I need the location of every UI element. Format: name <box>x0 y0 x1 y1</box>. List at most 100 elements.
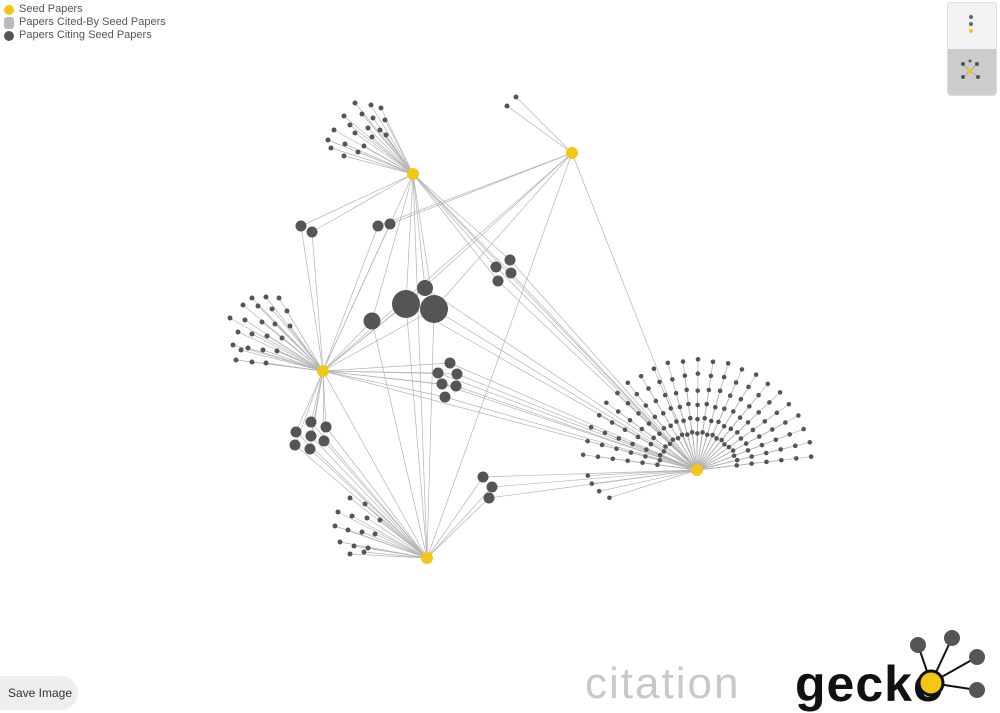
citing-paper-node[interactable] <box>727 393 733 398</box>
citing-paper-node[interactable] <box>704 432 710 438</box>
citing-paper-node[interactable] <box>750 427 756 433</box>
citing-paper-node[interactable] <box>589 481 595 486</box>
citing-paper-node[interactable] <box>706 387 712 393</box>
citing-paper-node[interactable] <box>295 220 307 232</box>
citing-paper-node[interactable] <box>352 100 358 106</box>
citing-paper-node[interactable] <box>580 452 586 458</box>
citing-paper-node[interactable] <box>432 367 444 379</box>
citing-paper-node[interactable] <box>351 543 357 549</box>
citing-paper-node[interactable] <box>708 373 714 379</box>
citing-paper-node[interactable] <box>451 368 463 380</box>
citing-paper-node[interactable] <box>331 127 337 133</box>
citing-paper-node[interactable] <box>615 409 621 414</box>
citing-paper-node[interactable] <box>648 441 654 447</box>
citing-paper-node[interactable] <box>349 513 355 519</box>
citing-paper-node[interactable] <box>341 153 347 159</box>
citing-paper-node[interactable] <box>767 400 772 405</box>
citing-paper-node[interactable] <box>377 127 383 133</box>
citing-paper-node[interactable] <box>320 421 332 433</box>
citing-paper-node[interactable] <box>738 436 744 441</box>
citing-paper-node[interactable] <box>675 435 681 441</box>
citing-paper-node[interactable] <box>372 531 378 537</box>
citing-paper-node[interactable] <box>272 321 278 327</box>
citing-paper-node[interactable] <box>635 434 641 440</box>
citing-paper-node[interactable] <box>490 261 502 273</box>
citing-paper-node[interactable] <box>734 430 740 435</box>
citing-paper-node[interactable] <box>753 372 759 377</box>
citing-paper-node[interactable] <box>609 420 615 425</box>
citing-paper-node[interactable] <box>639 426 645 432</box>
citing-paper-node[interactable] <box>417 280 433 296</box>
citing-paper-node[interactable] <box>505 267 517 279</box>
citing-paper-node[interactable] <box>674 419 679 424</box>
citing-paper-node[interactable] <box>233 357 239 363</box>
citing-paper-node[interactable] <box>361 549 367 555</box>
citing-paper-node[interactable] <box>686 401 691 407</box>
citing-paper-node[interactable] <box>651 435 656 441</box>
citing-paper-node[interactable] <box>227 315 233 321</box>
citing-paper-node[interactable] <box>738 396 744 402</box>
citing-paper-node[interactable] <box>764 459 769 465</box>
seed-paper-node[interactable] <box>566 147 578 159</box>
citing-paper-node[interactable] <box>646 421 652 426</box>
citing-paper-node[interactable] <box>625 458 630 464</box>
citing-paper-node[interactable] <box>235 329 241 335</box>
citing-paper-node[interactable] <box>730 448 736 453</box>
citing-paper-node[interactable] <box>685 432 690 437</box>
citing-paper-node[interactable] <box>368 102 374 108</box>
citing-paper-node[interactable] <box>673 390 679 396</box>
citing-paper-node[interactable] <box>646 386 651 391</box>
citing-paper-node[interactable] <box>230 342 236 348</box>
citing-paper-node[interactable] <box>363 312 381 330</box>
citing-paper-node[interactable] <box>439 391 451 403</box>
citing-paper-node[interactable] <box>652 414 658 420</box>
citing-paper-node[interactable] <box>657 452 663 458</box>
citing-paper-node[interactable] <box>713 404 718 410</box>
citing-paper-node[interactable] <box>504 103 510 109</box>
citing-paper-node[interactable] <box>708 418 714 424</box>
citing-paper-node[interactable] <box>332 523 338 529</box>
citing-paper-node[interactable] <box>663 444 668 449</box>
citing-paper-node[interactable] <box>372 220 384 232</box>
citing-paper-node[interactable] <box>625 400 631 406</box>
citing-paper-node[interactable] <box>595 454 601 460</box>
citing-paper-node[interactable] <box>743 441 749 446</box>
citing-paper-node[interactable] <box>588 425 594 430</box>
citing-paper-node[interactable] <box>717 388 723 394</box>
citing-paper-node[interactable] <box>382 117 388 123</box>
citing-paper-node[interactable] <box>653 398 659 404</box>
citing-paper-node[interactable] <box>695 416 700 422</box>
citing-paper-node[interactable] <box>369 134 375 140</box>
citing-paper-node[interactable] <box>347 495 353 501</box>
citing-paper-node[interactable] <box>719 437 724 443</box>
citing-paper-node[interactable] <box>634 391 640 397</box>
citing-paper-node[interactable] <box>668 406 674 411</box>
citing-paper-node[interactable] <box>342 141 348 147</box>
citing-paper-node[interactable] <box>734 463 740 468</box>
citing-paper-node[interactable] <box>444 357 456 369</box>
citing-paper-node[interactable] <box>716 419 721 425</box>
citing-paper-node[interactable] <box>643 403 649 408</box>
citing-paper-node[interactable] <box>739 367 745 372</box>
citing-paper-node[interactable] <box>585 473 591 478</box>
citing-paper-node[interactable] <box>787 432 793 437</box>
citing-paper-node[interactable] <box>737 415 743 420</box>
citing-paper-node[interactable] <box>763 450 769 456</box>
citing-paper-node[interactable] <box>733 380 739 385</box>
citing-paper-node[interactable] <box>660 411 666 416</box>
citing-paper-node[interactable] <box>347 122 353 128</box>
citing-paper-node[interactable] <box>793 456 799 461</box>
citing-paper-node[interactable] <box>477 471 489 483</box>
citing-paper-node[interactable] <box>345 527 351 533</box>
citing-paper-node[interactable] <box>695 431 700 436</box>
citing-paper-node[interactable] <box>585 438 590 444</box>
citing-paper-node[interactable] <box>725 361 731 366</box>
citing-paper-node[interactable] <box>774 410 780 416</box>
citing-paper-node[interactable] <box>361 143 367 149</box>
citing-paper-node[interactable] <box>636 411 641 416</box>
citing-paper-node[interactable] <box>756 434 762 439</box>
citing-paper-node[interactable] <box>249 359 255 365</box>
citing-paper-node[interactable] <box>670 377 675 382</box>
citing-paper-node[interactable] <box>728 426 734 432</box>
citing-paper-node[interactable] <box>681 418 686 424</box>
